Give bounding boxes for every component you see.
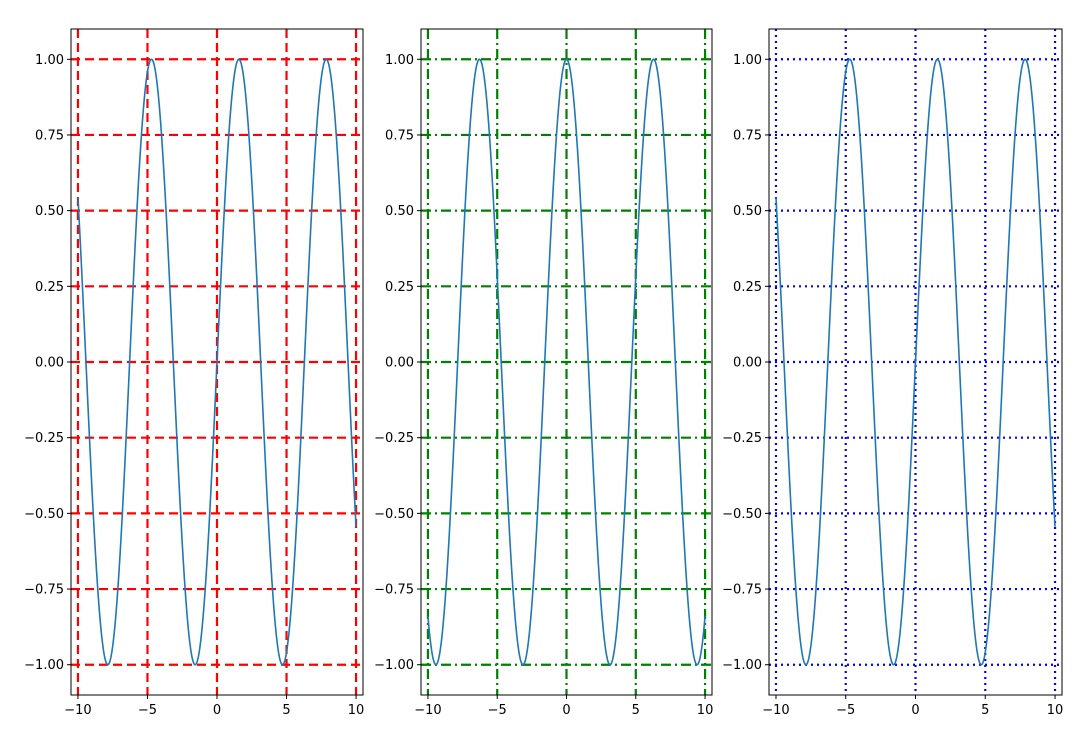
y-tick-label: 0.25 [385, 280, 414, 295]
series-line [77, 58, 357, 666]
x-tick-label: 0 [562, 703, 570, 718]
y-tick-label: −0.25 [722, 431, 762, 446]
y-tick-label: 0.75 [385, 128, 414, 143]
x-tick-label: 0 [911, 703, 919, 718]
y-tick-label: 1.00 [385, 53, 414, 68]
x-tick-label: −5 [836, 703, 855, 718]
y-tick-label: −1.00 [24, 658, 64, 673]
y-tick-label: 1.00 [733, 53, 762, 68]
y-tick-label: 0.00 [385, 356, 414, 371]
subplot-3: −10 −5 0 5 10 1.00 0.75 0.50 0.25 0.00 −0.25 −0.50 −… [722, 28, 1064, 718]
y-tick-label: −0.25 [374, 431, 414, 446]
x-tick-label: −10 [762, 703, 789, 718]
y-tick-label: −0.25 [24, 431, 64, 446]
x-tick-label: 10 [348, 703, 365, 718]
x-tick-label: −5 [138, 703, 157, 718]
y-tick-label: 0.25 [35, 280, 64, 295]
x-tick-label: −10 [414, 703, 441, 718]
y-tick-label: 0.50 [35, 204, 64, 219]
y-tick-label: 1.00 [35, 53, 64, 68]
y-tick-label: 0.00 [35, 356, 64, 371]
y-tick-label: 0.50 [733, 204, 762, 219]
y-tick-label: −0.75 [722, 583, 762, 598]
y-tick-label: 0.50 [385, 204, 414, 219]
series-line [427, 58, 706, 666]
x-tick-label: 5 [632, 703, 640, 718]
y-tick-label: 0.25 [733, 280, 762, 295]
y-tick-label: 0.00 [733, 356, 762, 371]
x-tick-label: 5 [981, 703, 989, 718]
y-tick-label: −0.75 [24, 583, 64, 598]
y-tick-label: 0.75 [733, 128, 762, 143]
y-tick-label: −0.75 [374, 583, 414, 598]
y-tick-label: −0.50 [374, 507, 414, 522]
y-tick-label: 0.75 [35, 128, 64, 143]
subplot-1: −10 −5 0 5 10 1.00 0.75 0.50 0.25 0.00 −0.25 −0.50 −… [24, 28, 365, 718]
x-tick-label: 0 [213, 703, 221, 718]
series-line [775, 58, 1056, 666]
x-tick-label: 5 [282, 703, 290, 718]
y-tick-label: −0.50 [24, 507, 64, 522]
x-tick-label: 10 [1047, 703, 1064, 718]
y-tick-label: −0.50 [722, 507, 762, 522]
y-tick-label: −1.00 [374, 658, 414, 673]
x-tick-label: 10 [697, 703, 714, 718]
x-tick-label: −5 [488, 703, 507, 718]
subplot-2: −10 −5 0 5 10 1.00 0.75 0.50 0.25 0.00 −0.25 −0.50 −… [374, 28, 714, 718]
x-tick-label: −10 [64, 703, 91, 718]
y-tick-label: −1.00 [722, 658, 762, 673]
